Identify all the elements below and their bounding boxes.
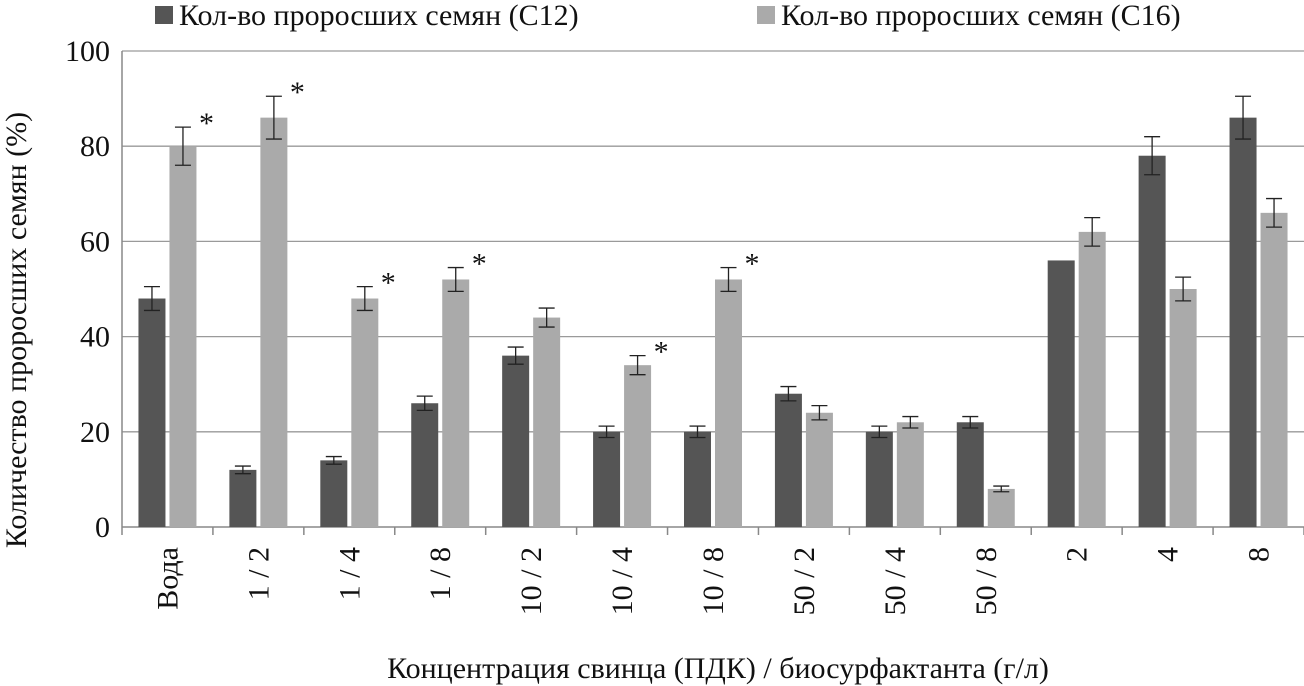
x-tick-label: 8 [1243,547,1276,562]
bar-c12 [774,393,802,527]
bar-c12 [411,403,439,527]
significance-star: * [199,107,214,140]
bar-c12 [865,431,893,527]
bar-c16 [805,412,833,527]
x-tick-label: 4 [1152,547,1185,562]
legend-label-c12: Кол-во проросших семян (С12) [179,0,579,32]
bar-c16 [533,317,561,527]
bar-c16 [169,146,197,527]
y-tick-label: 100 [65,35,110,68]
significance-star: * [654,336,669,369]
bar-c12 [229,469,257,527]
bar-c16 [1169,289,1197,527]
bar-c16 [351,298,379,527]
bar-c12 [593,431,621,527]
x-tick-label: 2 [1061,547,1094,562]
x-tick-label: 1 / 4 [333,547,366,600]
x-tick-label: 50 / 4 [879,547,912,615]
bar-c16 [1078,231,1106,527]
legend-swatch-c16 [757,6,775,24]
y-tick-label: 0 [95,511,110,544]
bar-c12 [138,298,166,527]
x-axis-title: Концентрация свинца (ПДК) / биосурфактан… [387,652,1049,685]
bar-c12 [1047,260,1075,527]
x-tick-label: 1 / 2 [242,547,275,600]
axes [121,51,1304,535]
bar-c12 [956,422,984,527]
bars [138,95,1288,527]
x-tick-label: 50 / 8 [970,547,1003,615]
y-tick-label: 80 [80,130,110,163]
bar-c12 [502,355,530,527]
bar-c12 [320,460,348,527]
bar-c16 [896,422,924,527]
bar-c16 [987,488,1015,527]
bar-c16 [1260,212,1288,527]
significance-star: * [290,76,305,109]
x-tick-label: 10 / 4 [606,547,639,615]
y-axis-title: Количество проросших семян (%) [0,112,33,548]
legend-label-c16: Кол-во проросших семян (С16) [781,0,1181,32]
significance-star: * [472,248,487,281]
bar-c16 [715,279,742,527]
x-tick-label: 10 / 8 [697,547,730,615]
legend-swatch-c12 [155,6,173,24]
x-tick-label: 1 / 8 [424,547,457,600]
x-tick-label: 10 / 2 [515,547,548,615]
gridlines [122,50,1304,433]
bar-c16 [624,365,652,527]
y-tick-label: 40 [80,321,110,354]
bar-c12 [1229,117,1257,527]
y-tick-label: 20 [80,416,110,449]
x-tick-label: Вода [151,547,184,610]
bar-c12 [684,431,711,527]
bar-c12 [1138,155,1166,527]
legend: Кол-во проросших семян (С12) Кол-во проро… [155,0,1181,32]
y-tick-label: 60 [80,225,110,258]
tick-labels: 0 20 40 60 80 100 * Вода * 1 / 2 * 1 / 4 * 1 / 8 10 / … [65,35,1276,615]
significance-star: * [381,267,396,300]
bar-c16 [260,117,288,527]
x-tick-label: 50 / 2 [788,547,821,615]
significance-star: * [745,248,760,281]
bar-c16 [442,279,470,527]
